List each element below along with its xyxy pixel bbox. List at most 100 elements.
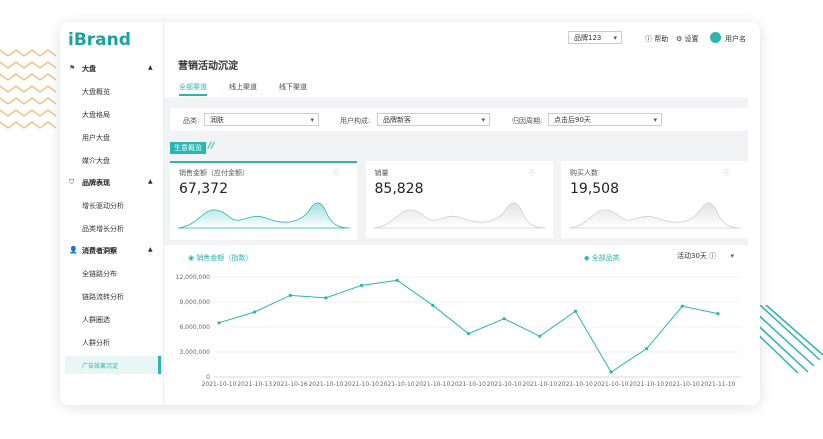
x-tick-label: 2021-10-10 <box>629 381 664 388</box>
info-icon: ⓘ <box>333 170 340 177</box>
caret: ▲ <box>148 64 153 71</box>
filter-label: 用户构成: <box>340 117 371 125</box>
brand-select[interactable]: 品牌123 <box>568 31 622 45</box>
y-tick-label: 12,000,000 <box>176 274 211 281</box>
point <box>395 278 399 282</box>
logo: iBrand <box>68 30 131 50</box>
filter-select[interactable]: 点击后90天 <box>548 113 662 127</box>
x-tick-label: 2021-10-16 <box>273 381 308 388</box>
sidebar-section[interactable]: 大盘 <box>82 65 96 73</box>
x-tick-label: 2021-10-10 <box>487 381 522 388</box>
period-select[interactable]: 活动30天 ⓘ <box>672 250 738 263</box>
metric-text: 销售金额（指数） <box>196 254 253 262</box>
point <box>716 312 720 316</box>
sidebar-icon: 👤 <box>69 246 78 254</box>
kpi-label: 销售金额（应付金额） <box>179 169 249 177</box>
settings[interactable]: ⚙ 设置 <box>676 35 699 43</box>
user-name[interactable]: 用户名 <box>725 35 746 43</box>
kpi-label: 销量 <box>374 169 389 177</box>
x-tick-label: 2021-11-10 <box>701 381 736 388</box>
sidebar-item[interactable]: 媒介大盘 <box>82 157 110 165</box>
period-text: 活动30天 <box>677 252 707 260</box>
filter-label: 归因周期: <box>512 117 543 125</box>
point <box>573 309 578 313</box>
kpi-value: 19,508 <box>570 181 619 197</box>
page-title: 营销活动沉淀 <box>178 61 238 72</box>
sidebar-item[interactable]: 全链路分布 <box>82 270 117 278</box>
info-icon: ⓘ <box>724 170 731 177</box>
legend: ◆ 全部品类 <box>584 254 620 262</box>
sidebar-item[interactable]: 品类增长分析 <box>82 225 124 233</box>
x-tick-label: 2021-10-10 <box>451 381 486 388</box>
sidebar-icon: ⛉ <box>69 178 75 186</box>
active-bg <box>65 356 161 374</box>
sidebar-item[interactable]: 广告效果沉淀 <box>82 363 119 370</box>
sidebar-section[interactable]: 品牌表现 <box>82 179 110 187</box>
sidebar-item[interactable]: 用户大盘 <box>82 134 110 142</box>
sidebar-item[interactable]: 大盘概览 <box>82 88 110 96</box>
sidebar-item[interactable]: 链路流转分析 <box>82 293 124 301</box>
point <box>645 347 649 351</box>
kpi-label: 购买人数 <box>570 169 598 177</box>
kpi-value: 85,828 <box>374 181 424 197</box>
info-icon: ⓘ <box>528 170 535 177</box>
point <box>502 317 506 321</box>
tab-underline <box>179 94 207 96</box>
metric-radio[interactable]: ◉ 销售金额（指数） <box>188 254 253 262</box>
sidebar-item[interactable]: 人群圈选 <box>82 316 110 324</box>
x-tick-label: 2021-10-10 <box>308 381 343 388</box>
chart-panel <box>170 245 748 400</box>
y-tick-label: 6,000,000 <box>179 324 210 331</box>
point <box>288 293 292 297</box>
x-tick-label: 2021-10-10 <box>380 381 415 388</box>
sidebar-item[interactable]: 人群分析 <box>82 339 110 347</box>
section-tag: 生意概览 <box>170 142 206 154</box>
kpi-value: 67,372 <box>179 181 228 197</box>
tab[interactable]: 线上渠道 <box>229 83 257 91</box>
x-tick-label: 2021-10-10 <box>594 381 629 388</box>
point <box>431 303 435 307</box>
point <box>324 296 328 300</box>
avatar <box>710 32 721 43</box>
caret: ▲ <box>148 178 153 185</box>
point <box>466 332 471 336</box>
x-tick-label: 2021-10-10 <box>344 381 379 388</box>
line-series <box>218 279 719 373</box>
x-tick-label: 2021-10-10 <box>522 381 557 388</box>
sidebar-item[interactable]: 大盘格局 <box>82 111 110 119</box>
point <box>538 334 542 338</box>
help[interactable]: ⓘ 帮助 <box>645 35 669 43</box>
x-tick-label: 2021-10-13 <box>237 381 272 388</box>
divider <box>163 22 164 405</box>
point <box>680 304 684 308</box>
point <box>609 370 613 374</box>
sidebar-item[interactable]: 增长驱动分析 <box>82 202 124 210</box>
help-text: 帮助 <box>654 35 669 43</box>
y-tick-label: 9,000,000 <box>179 299 210 306</box>
y-tick-label: 3,000,000 <box>179 349 210 356</box>
filter-label: 品类: <box>183 117 200 125</box>
sparkline <box>569 202 741 229</box>
filter-select[interactable]: 品牌新客 <box>377 113 490 127</box>
caret: ▲ <box>148 246 153 253</box>
point <box>253 310 257 314</box>
x-tick-label: 2021-10-10 <box>202 381 237 388</box>
tab[interactable]: 全部渠道 <box>179 83 207 91</box>
x-tick-label: 2021-10-10 <box>558 381 593 388</box>
sidebar-section[interactable]: 消费者洞察 <box>82 247 117 255</box>
x-tick-label: 2021-10-10 <box>665 381 700 388</box>
sparkline <box>373 202 546 229</box>
sparkline <box>178 202 350 229</box>
legend-text: 全部品类 <box>591 254 620 262</box>
sidebar-icon: ⚑ <box>69 64 76 72</box>
y-tick-label: 0 <box>206 374 210 381</box>
settings-text: 设置 <box>684 35 699 43</box>
point <box>359 283 364 287</box>
decor-zigzag <box>0 49 57 129</box>
tab[interactable]: 线下渠道 <box>279 83 307 91</box>
filter-select[interactable]: 润肤 <box>204 113 319 127</box>
tag-slashes: // <box>208 141 215 151</box>
point <box>217 321 221 325</box>
